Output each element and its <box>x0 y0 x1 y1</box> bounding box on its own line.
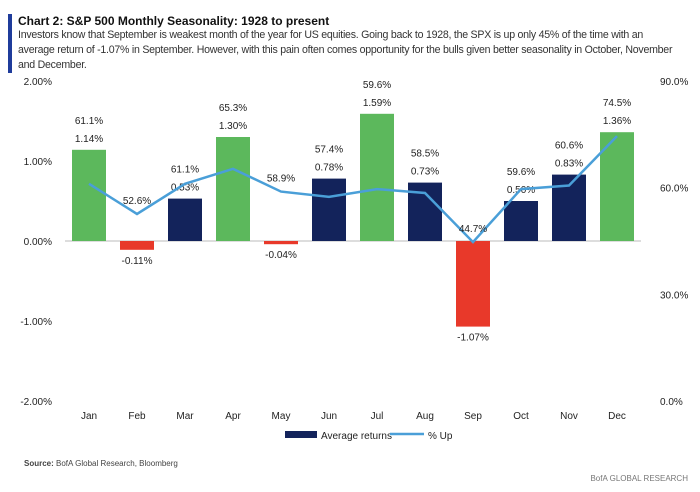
legend-label-line: % Up <box>428 431 453 442</box>
left-axis-tick: 0.00% <box>24 237 52 248</box>
bar-label: 0.73% <box>411 167 439 178</box>
x-tick-label: Feb <box>128 411 146 422</box>
x-tick-label: Jun <box>321 411 337 422</box>
bar-label: 1.30% <box>219 121 247 132</box>
brand-label: BofA GLOBAL RESEARCH <box>590 474 688 483</box>
right-axis-tick: 60.0% <box>660 184 688 195</box>
bar-oct <box>504 201 538 241</box>
x-tick-label: May <box>272 411 291 422</box>
legend-swatch-bar <box>285 431 317 438</box>
left-axis-tick: -2.00% <box>20 397 52 408</box>
left-axis-tick: 2.00% <box>24 77 52 88</box>
chart-header: Chart 2: S&P 500 Monthly Seasonality: 19… <box>8 14 678 73</box>
x-tick-label: Mar <box>176 411 194 422</box>
chart-subtitle: Investors know that September is weakest… <box>18 29 673 71</box>
right-axis-tick: 30.0% <box>660 290 688 301</box>
bar-mar <box>168 198 202 241</box>
pct-up-line <box>88 135 618 244</box>
pct-up-label: 59.6% <box>363 80 391 91</box>
pct-up-label: 65.3% <box>219 103 247 114</box>
pct-up-label: 58.5% <box>411 149 439 160</box>
left-axis-tick: -1.00% <box>20 317 52 328</box>
bar-label: 1.36% <box>603 116 631 127</box>
bar-label: 1.14% <box>75 134 103 145</box>
bar-jul <box>360 113 394 241</box>
chart-title: Chart 2: S&P 500 Monthly Seasonality: 19… <box>18 14 330 28</box>
x-tick-label: Nov <box>560 411 578 422</box>
bar-label: -0.04% <box>265 250 297 261</box>
source-text: BofA Global Research, Bloomberg <box>53 459 178 468</box>
pct-up-label: 59.6% <box>507 167 535 178</box>
x-tick-label: Oct <box>513 411 529 422</box>
bar-label: -1.07% <box>457 333 489 344</box>
x-tick-label: Dec <box>608 411 626 422</box>
bar-jun <box>312 178 346 241</box>
pct-up-label: 52.6% <box>123 196 151 207</box>
right-axis-tick: 90.0% <box>660 77 688 88</box>
pct-up-label: 74.5% <box>603 98 631 109</box>
pct-up-label: 61.1% <box>171 165 199 176</box>
pct-up-label: 44.7% <box>459 224 487 235</box>
source-note: Source: BofA Global Research, Bloomberg <box>24 459 178 468</box>
bar-label: 1.59% <box>363 98 391 109</box>
pct-up-label: 60.6% <box>555 141 583 152</box>
left-axis-tick: 1.00% <box>24 157 52 168</box>
pct-up-label: 58.9% <box>267 174 295 185</box>
x-tick-label: Jul <box>371 411 384 422</box>
bar-label: 0.78% <box>315 163 343 174</box>
x-tick-label: Sep <box>464 411 482 422</box>
bar-label: 0.53% <box>171 183 199 194</box>
bar-label: 0.83% <box>555 159 583 170</box>
bar-apr <box>216 137 250 241</box>
legend-label-bar: Average returns <box>321 431 392 442</box>
bar-may <box>264 241 298 245</box>
x-tick-label: Apr <box>225 411 241 422</box>
x-tick-label: Jan <box>81 411 97 422</box>
bar-label: -0.11% <box>122 256 153 267</box>
right-axis-tick: 0.0% <box>660 397 683 408</box>
source-label: Source: <box>24 459 54 468</box>
pct-up-label: 57.4% <box>315 145 343 156</box>
bar-dec <box>600 132 634 241</box>
x-tick-label: Aug <box>416 411 434 422</box>
bar-feb <box>120 241 154 250</box>
pct-up-label: 61.1% <box>75 116 103 127</box>
bar-sep <box>456 241 490 327</box>
bar-jan <box>72 149 106 241</box>
